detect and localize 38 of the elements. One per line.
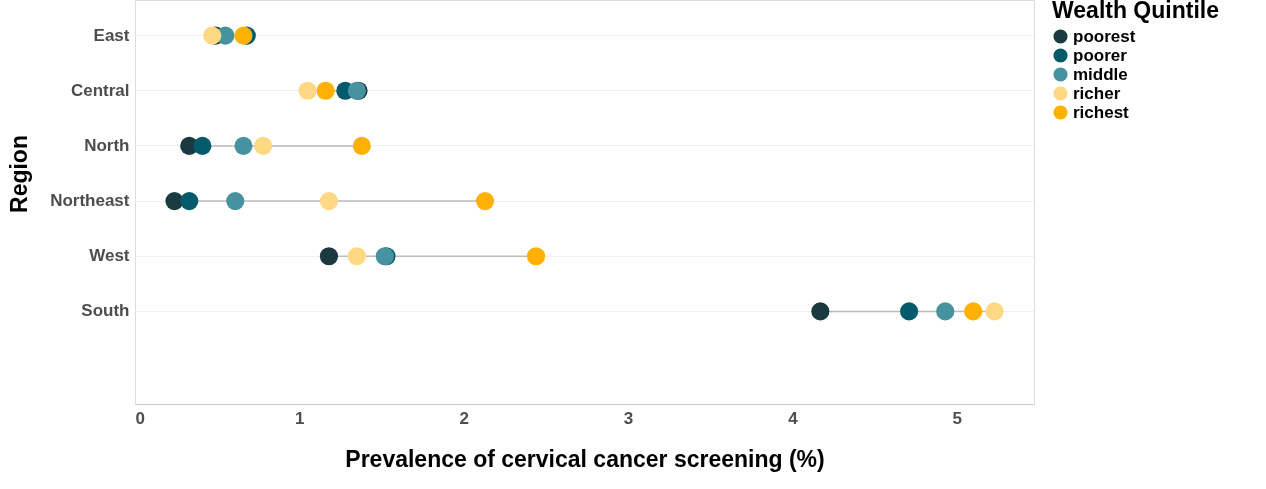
point — [298, 81, 317, 100]
x-tick-label: 1 — [295, 408, 305, 428]
point — [811, 302, 830, 321]
x-tick-label: 0 — [135, 408, 145, 428]
y-tick-label: West — [89, 246, 130, 266]
point — [316, 81, 335, 100]
legend-label: poorer — [1073, 45, 1128, 65]
y-tick-label: Northeast — [50, 191, 130, 211]
x-tick-label: 3 — [623, 408, 634, 428]
point — [475, 192, 495, 211]
point — [526, 247, 546, 266]
x-tick-label: 2 — [459, 408, 469, 428]
y-tick-label: Central — [70, 80, 130, 100]
x-axis-title: Prevalence of cervical cancer screening (%) — [345, 445, 825, 472]
x-tick-label: 5 — [952, 408, 962, 428]
legend-title: Wealth Quintile — [1052, 0, 1219, 23]
y-tick-label: East — [93, 25, 130, 45]
point — [352, 136, 371, 155]
point — [234, 136, 253, 155]
point — [347, 247, 366, 266]
legend-label: middle — [1073, 64, 1128, 84]
legend-label: poorest — [1073, 26, 1136, 46]
legend-label: richest — [1073, 102, 1130, 122]
point — [193, 136, 212, 155]
y-axis-title: Region — [6, 135, 33, 213]
point — [180, 192, 199, 211]
point — [226, 192, 245, 211]
point — [319, 247, 339, 266]
y-tick-label: North — [84, 135, 130, 155]
y-tick-label: South — [81, 301, 130, 321]
x-tick-label: 4 — [788, 408, 799, 428]
point — [964, 302, 983, 321]
point — [900, 302, 919, 321]
point — [985, 302, 1004, 321]
legend-label: richer — [1073, 83, 1121, 103]
point — [936, 302, 955, 321]
point — [319, 192, 339, 211]
point — [254, 136, 273, 155]
